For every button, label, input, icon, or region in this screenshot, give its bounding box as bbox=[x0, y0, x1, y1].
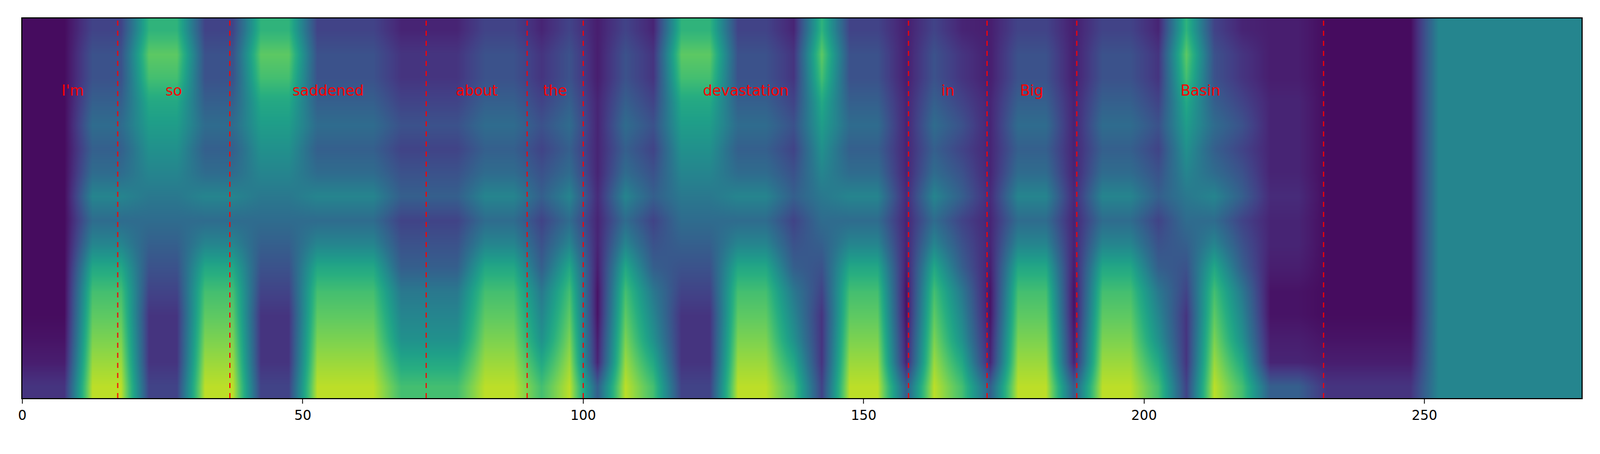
svg-text:so: so bbox=[165, 82, 182, 99]
svg-text:Big: Big bbox=[1020, 82, 1044, 99]
svg-text:0: 0 bbox=[17, 407, 27, 424]
svg-text:I'm: I'm bbox=[61, 82, 84, 99]
svg-text:in: in bbox=[941, 82, 955, 99]
svg-text:Basin: Basin bbox=[1180, 82, 1221, 99]
svg-text:200: 200 bbox=[1131, 407, 1158, 424]
svg-text:about: about bbox=[455, 82, 498, 99]
svg-text:saddened: saddened bbox=[292, 82, 364, 99]
svg-text:250: 250 bbox=[1411, 407, 1438, 424]
svg-text:150: 150 bbox=[850, 407, 877, 424]
svg-text:devastation: devastation bbox=[702, 82, 789, 99]
svg-text:100: 100 bbox=[570, 407, 597, 424]
svg-text:the: the bbox=[543, 82, 568, 99]
svg-text:50: 50 bbox=[294, 407, 312, 424]
